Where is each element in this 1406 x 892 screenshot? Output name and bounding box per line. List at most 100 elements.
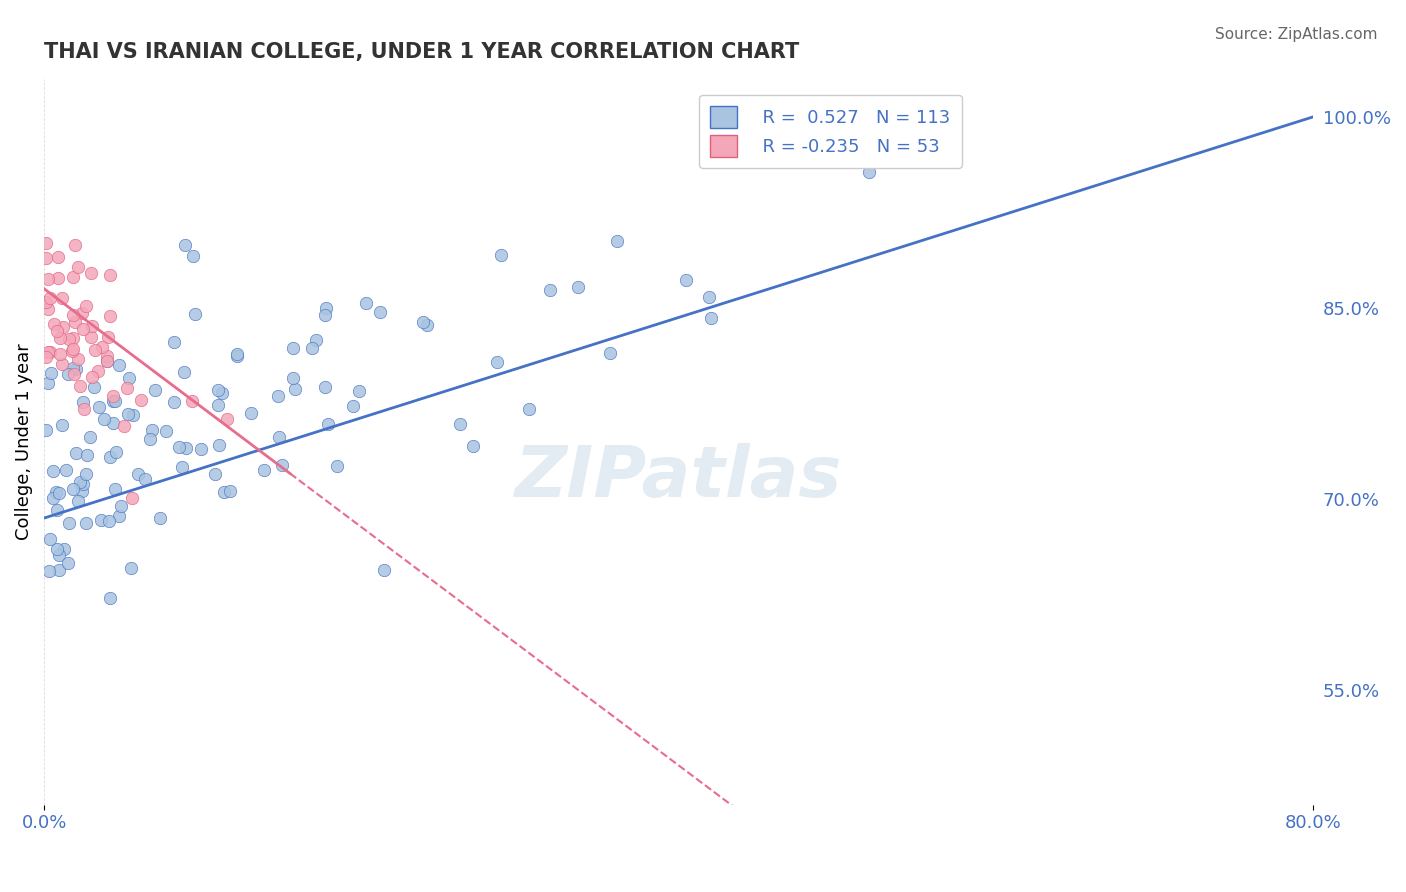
Thais: [169, 440, 191, 454]
Thais: [449, 417, 471, 432]
Thais: [139, 432, 162, 446]
Thais: [51, 418, 73, 433]
Thais: [90, 513, 112, 527]
Thais: [96, 354, 118, 368]
Thais: [239, 406, 262, 420]
Iranians: [82, 318, 104, 333]
Thais: [48, 486, 70, 500]
Thais: [141, 423, 163, 437]
Thais: [700, 310, 723, 325]
Thais: [72, 484, 94, 499]
Iranians: [117, 381, 139, 395]
Thais: [214, 484, 236, 499]
Iranians: [98, 310, 121, 324]
Thais: [42, 464, 65, 478]
Thais: [173, 365, 195, 379]
Iranians: [37, 272, 59, 286]
Thais: [326, 458, 349, 473]
Iranians: [97, 330, 120, 344]
Iranians: [80, 330, 103, 344]
Thais: [56, 368, 79, 382]
Iranians: [63, 367, 86, 381]
Thais: [37, 376, 59, 391]
Iranians: [60, 344, 83, 359]
Thais: [606, 234, 628, 248]
Iranians: [45, 324, 67, 338]
Thais: [373, 563, 395, 577]
Thais: [305, 333, 328, 347]
Thais: [271, 458, 294, 472]
Thais: [35, 423, 58, 437]
Iranians: [49, 347, 72, 361]
Thais: [190, 442, 212, 456]
Thais: [75, 516, 97, 530]
Iranians: [35, 351, 58, 365]
Iranians: [67, 260, 90, 275]
Thais: [314, 308, 336, 322]
Iranians: [98, 268, 121, 282]
Thais: [211, 385, 233, 400]
Thais: [62, 482, 84, 496]
Thais: [104, 482, 127, 496]
Thais: [48, 548, 70, 562]
Thais: [519, 402, 541, 417]
Thais: [204, 467, 226, 482]
Thais: [461, 439, 484, 453]
Thais: [149, 511, 172, 525]
Iranians: [51, 357, 73, 371]
Iranians: [96, 349, 118, 363]
Iranians: [96, 354, 118, 368]
Iranians: [80, 266, 103, 280]
Iranians: [82, 369, 104, 384]
Iranians: [91, 340, 114, 354]
Iranians: [42, 317, 65, 331]
Thais: [65, 361, 87, 376]
Legend:   R =  0.527   N = 113,   R = -0.235   N = 53: R = 0.527 N = 113, R = -0.235 N = 53: [699, 95, 962, 168]
Iranians: [62, 308, 84, 322]
Thais: [354, 296, 377, 310]
Thais: [207, 399, 229, 413]
Thais: [174, 237, 197, 252]
Iranians: [86, 364, 108, 378]
Thais: [267, 430, 290, 444]
Thais: [284, 382, 307, 396]
Thais: [108, 508, 131, 523]
Iranians: [62, 342, 84, 356]
Thais: [101, 417, 124, 431]
Thais: [208, 438, 231, 452]
Text: ZIPatlas: ZIPatlas: [515, 443, 842, 512]
Thais: [103, 394, 125, 409]
Thais: [225, 347, 247, 361]
Thais: [347, 384, 370, 398]
Thais: [416, 318, 439, 332]
Thais: [675, 273, 697, 287]
Iranians: [66, 352, 89, 367]
Thais: [697, 290, 720, 304]
Thais: [62, 360, 84, 375]
Iranians: [39, 345, 62, 359]
Thais: [599, 346, 621, 360]
Thais: [104, 393, 127, 408]
Iranians: [62, 269, 84, 284]
Thais: [226, 350, 249, 364]
Thais: [489, 248, 512, 262]
Thais: [486, 355, 509, 369]
Thais: [108, 358, 131, 372]
Thais: [368, 304, 391, 318]
Thais: [45, 542, 67, 557]
Iranians: [48, 331, 70, 345]
Thais: [58, 556, 80, 570]
Thais: [66, 493, 89, 508]
Thais: [98, 514, 121, 528]
Thais: [38, 564, 60, 578]
Thais: [87, 400, 110, 414]
Iranians: [35, 252, 58, 266]
Thais: [76, 448, 98, 462]
Iranians: [35, 235, 58, 250]
Iranians: [63, 315, 86, 329]
Thais: [155, 424, 177, 438]
Text: THAI VS IRANIAN COLLEGE, UNDER 1 YEAR CORRELATION CHART: THAI VS IRANIAN COLLEGE, UNDER 1 YEAR CO…: [44, 42, 800, 62]
Thais: [98, 591, 121, 605]
Thais: [39, 533, 62, 547]
Thais: [104, 444, 127, 458]
